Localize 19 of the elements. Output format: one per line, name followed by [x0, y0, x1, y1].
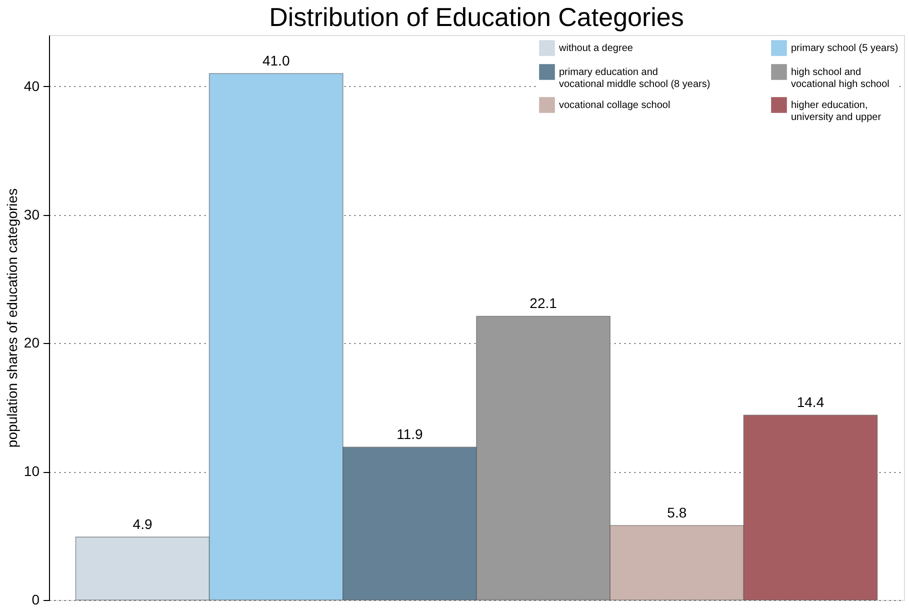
data-label: 41.0 — [262, 52, 290, 69]
y-tick-label: 20 — [24, 334, 40, 351]
data-label: 5.8 — [667, 504, 687, 521]
chart-title: Distribution of Education Categories — [269, 2, 684, 32]
y-tick-label: 40 — [24, 78, 40, 94]
legend-label: high school and vocational high school — [791, 67, 890, 90]
y-tick-label: 30 — [24, 206, 40, 222]
legend-label: primary education and vocational middle school (8 years) — [559, 67, 710, 90]
y-tick-label: 10 — [24, 463, 40, 480]
y-axis-title: population shares of education categories — [4, 188, 20, 448]
data-label: 11.9 — [396, 426, 424, 442]
legend-label: higher education, university and upper — [791, 100, 882, 123]
data-label: 14.4 — [796, 394, 824, 410]
legend-label: without a degree — [558, 43, 634, 54]
y-tick-label: 0 — [32, 592, 40, 608]
data-label: 22.1 — [530, 295, 558, 312]
legend-label: primary school (5 years) — [791, 43, 898, 54]
legend-label: vocational collage school — [559, 100, 670, 111]
data-label: 4.9 — [132, 516, 152, 532]
